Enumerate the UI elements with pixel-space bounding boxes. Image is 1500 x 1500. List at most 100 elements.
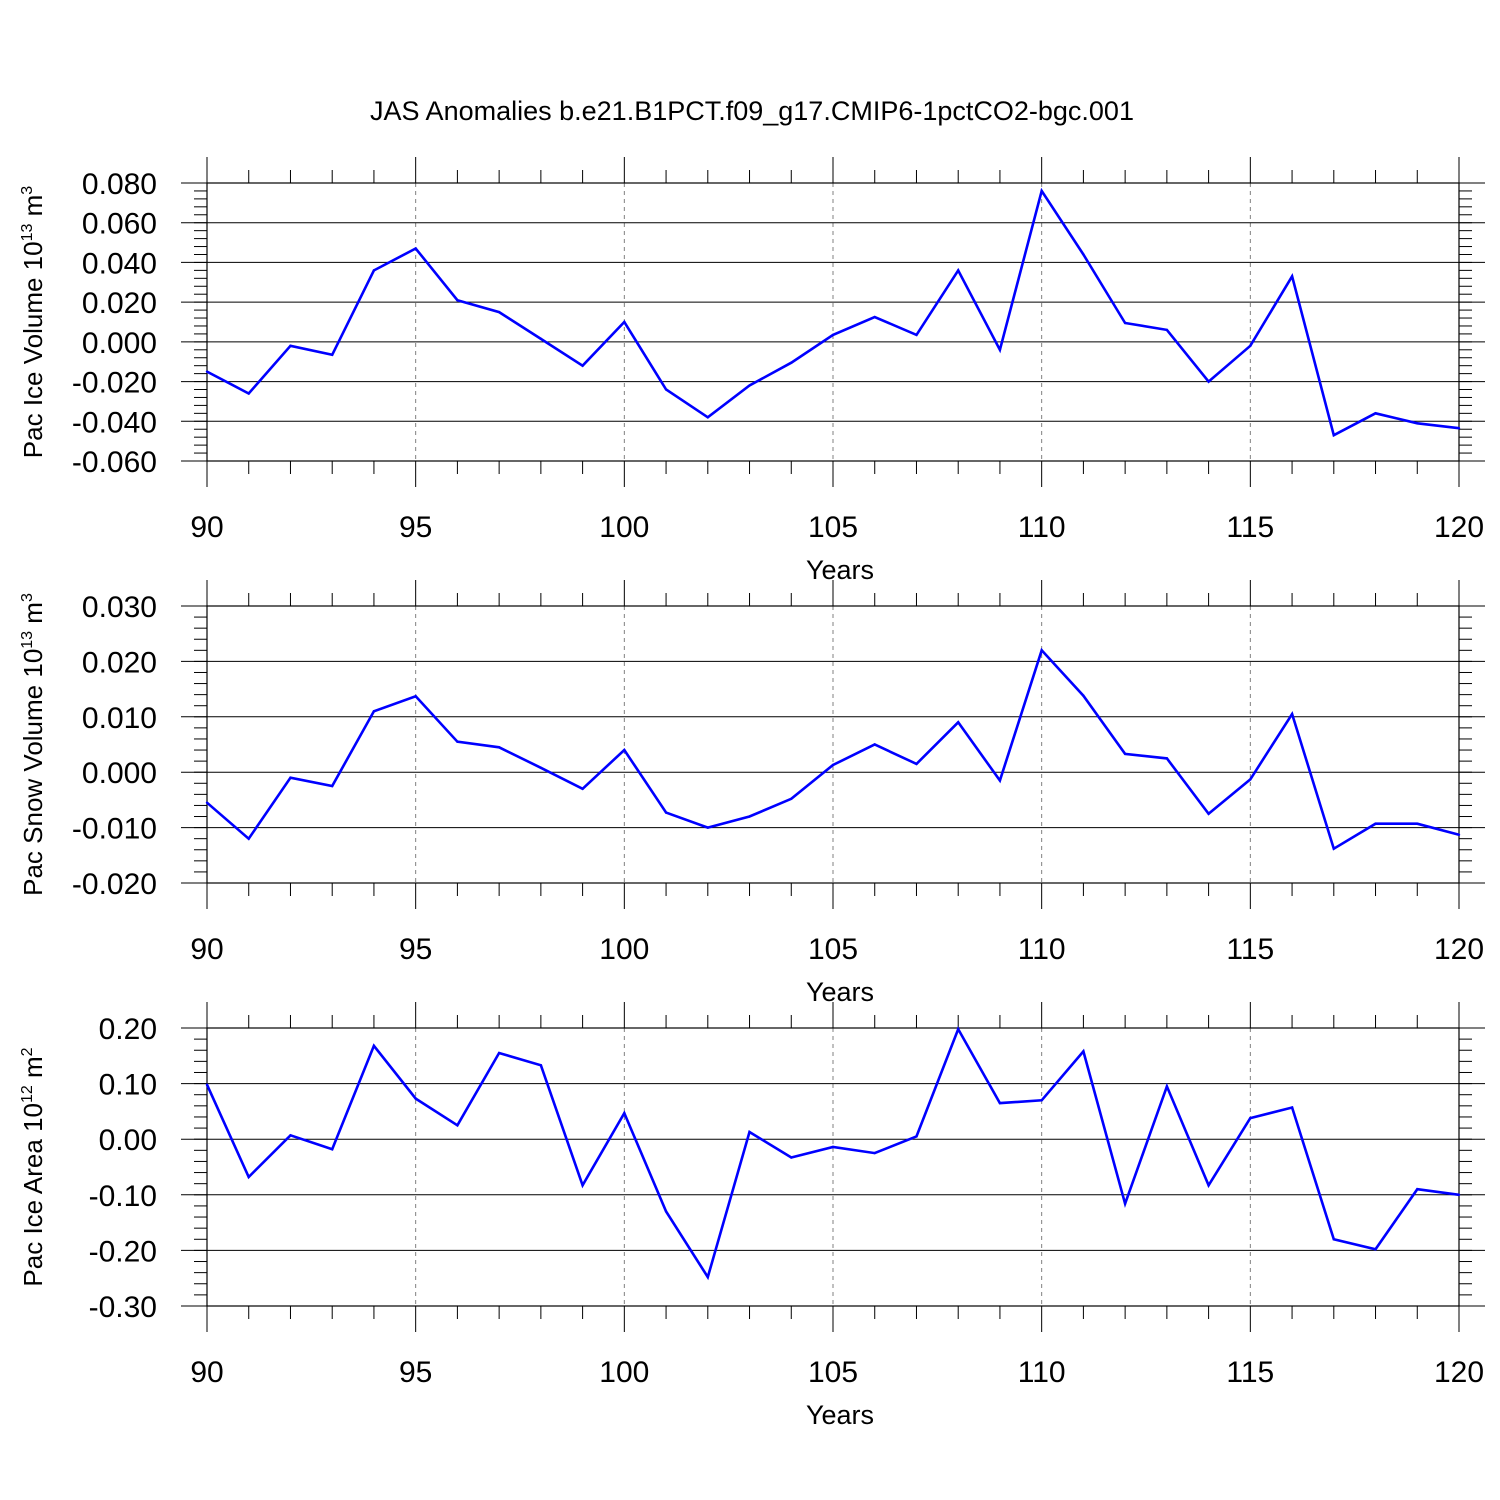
data-point [1457,427,1461,430]
data-point [748,384,751,387]
y-tick-label: -0.020 [72,367,157,400]
data-point [790,797,793,800]
data-point [205,1083,209,1086]
x-axis-label: Years [806,1400,874,1430]
data-point [1165,757,1169,760]
x-tick-label: 100 [599,933,649,966]
x-tick-label: 95 [399,1356,432,1389]
x-tick-label: 120 [1434,511,1484,544]
y-axis-label-part: 3 [19,186,36,195]
data-point [706,826,709,829]
data-point [915,333,918,337]
data-point [205,370,209,373]
y-tick-label: 0.000 [82,757,157,790]
data-point [1123,321,1127,325]
panel-snow-volume: 90 95 100 105 110 115 120 Years 0.030 0.020 0.010 0… [18,580,1485,1007]
y-tick-label: -0.20 [89,1235,157,1268]
y-tick-label: -0.010 [72,813,157,846]
data-point [1082,694,1085,697]
data-point [372,269,376,272]
data-point [456,1124,459,1127]
data-point [831,333,835,337]
y-tick-label: 0.010 [82,702,157,735]
y-tick-label: 0.020 [82,287,157,320]
x-axis-label: Years [806,555,874,585]
data-point [1165,328,1169,332]
data-point [289,1134,292,1137]
data-point [247,1175,250,1179]
data-point [831,1145,835,1149]
x-tick-label: 90 [190,933,223,966]
data-point [539,1064,543,1067]
data-point [706,1275,709,1279]
x-tick-label: 100 [599,511,649,544]
y-axis-label-part: 13 [19,223,36,241]
data-point [1374,822,1377,825]
data-point [497,746,501,749]
x-tick-label: 105 [808,1356,858,1389]
figure-title: JAS Anomalies b.e21.B1PCT.f09_g17.CMIP6-… [370,96,1134,126]
data-point [957,269,960,272]
data-point [1249,1116,1252,1120]
data-point [1123,1202,1127,1205]
data-point [873,1151,876,1155]
data-point [623,320,626,324]
y-tick-label: -0.30 [89,1291,157,1324]
panel-ice-volume: 90 95 100 105 110 115 120 Years 0.080 0.060 0.040 0… [18,157,1485,585]
x-tick-label: 110 [1018,933,1066,966]
data-point [790,1156,793,1159]
panel-ice-area: 90 95 100 105 110 115 120 Years 0.20 0.10 0.00 -0.1… [18,1002,1485,1430]
data-point [414,247,417,250]
data-point [957,1027,960,1031]
data-point [456,740,459,743]
data-point [539,766,543,769]
y-tick-label: 0.060 [82,208,157,241]
data-point [1290,1106,1294,1109]
y-axis-label-part: m [18,602,48,631]
data-point [581,364,584,367]
y-axis-label: Pac Ice Area 1012 m2 [18,1047,48,1286]
data-point [456,298,459,302]
y-axis-label: Pac Ice Volume 1013 m3 [18,186,48,459]
data-point [831,763,835,767]
y-axis-label: Pac Snow Volume 1013 m3 [18,593,48,896]
data-point [1165,1085,1169,1088]
x-tick-label: 90 [190,511,223,544]
data-point [1416,422,1419,425]
data-point [790,361,793,364]
x-tick-label: 110 [1018,511,1066,544]
data-point [915,1135,918,1138]
data-point [1249,344,1252,348]
data-point [706,416,709,419]
y-axis-label-part: 12 [19,1085,36,1103]
y-axis-label-part: 2 [19,1047,36,1056]
x-tick-label: 105 [808,933,858,966]
x-tick-label: 90 [190,1356,223,1389]
data-point [1374,1248,1377,1251]
y-axis-label-part: 3 [19,593,36,602]
x-tick-label: 115 [1226,511,1274,544]
data-point [497,310,501,314]
data-point [623,1111,626,1115]
data-point [957,721,960,724]
data-point [664,388,668,391]
data-point [372,1044,376,1047]
y-axis-label-part: Pac Snow Volume 10 [18,649,48,896]
x-axis-label: Years [806,977,874,1007]
y-axis-label-part: m [18,1056,48,1085]
y-tick-label: 0.000 [82,327,157,360]
data-point [748,815,751,818]
data-point [664,811,668,814]
data-point [1207,1184,1210,1187]
data-point [1207,812,1210,815]
data-point [289,344,292,348]
x-tick-label: 120 [1434,1356,1484,1389]
data-point [1457,1193,1461,1197]
data-point [998,779,1002,782]
y-tick-label: 0.10 [99,1069,157,1102]
y-tick-label: 0.030 [82,591,157,624]
data-point [331,353,334,356]
data-point [289,776,292,779]
data-point [331,1148,334,1151]
